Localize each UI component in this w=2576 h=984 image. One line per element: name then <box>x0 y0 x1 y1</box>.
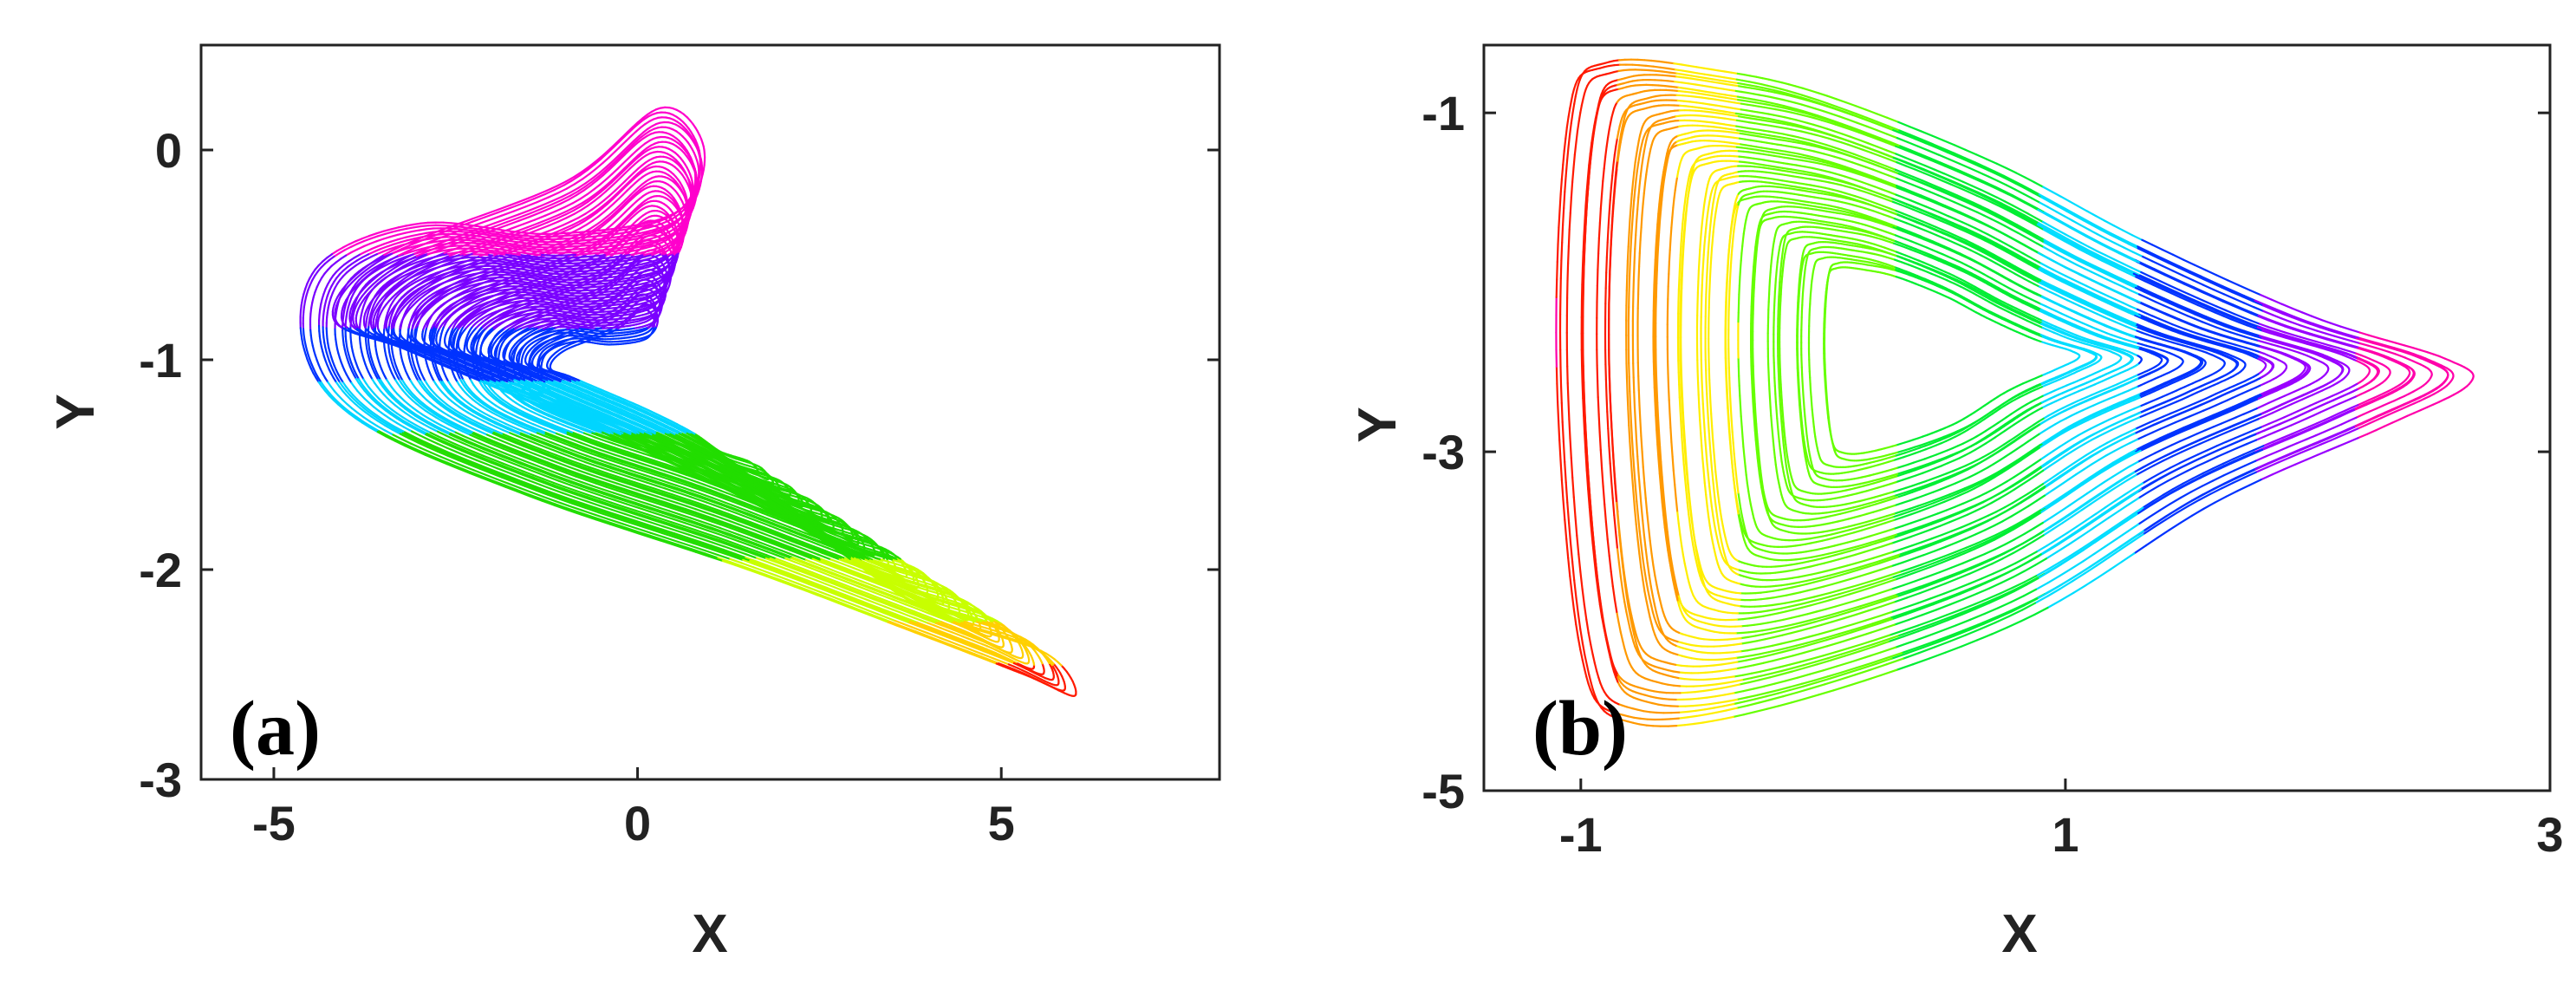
trajectory-segment <box>586 444 595 449</box>
plot-frame-a <box>199 43 1221 781</box>
trajectory-segment <box>599 448 608 453</box>
trajectory-segment <box>621 455 630 461</box>
trajectory-segment <box>642 303 646 306</box>
attractor-plot-a <box>299 106 1077 697</box>
trajectory-segment <box>628 458 638 463</box>
trajectory-segment <box>634 460 645 466</box>
trajectory-segment <box>635 450 645 455</box>
trajectory-segment <box>567 437 576 442</box>
trajectory-segment <box>649 465 660 470</box>
trajectory-segment <box>573 439 582 444</box>
trajectory-segment <box>611 442 620 446</box>
trajectory-segment <box>606 451 615 456</box>
trajectory-segment <box>643 283 647 287</box>
trajectory-segment <box>696 481 706 485</box>
trajectory-segment <box>664 470 673 475</box>
trajectory-segment <box>592 446 602 452</box>
trajectory-segment <box>549 430 558 435</box>
trajectory-segment <box>617 444 626 449</box>
trajectory-segment <box>657 467 667 472</box>
trajectory-segment <box>671 472 680 477</box>
trajectory-segment <box>623 446 632 451</box>
trajectory-segment <box>613 453 623 459</box>
trajectory-segment <box>642 463 653 468</box>
trajectory-segment <box>690 479 699 484</box>
trajectory-segment <box>605 440 614 445</box>
trajectory-segment <box>561 434 570 440</box>
trajectory-segment <box>555 432 564 437</box>
trajectory-segment <box>678 474 686 479</box>
trajectory-segment <box>629 448 639 453</box>
trajectory-segment <box>684 477 693 481</box>
chart-panel-a: -5 0 5-3-2-10 X Y (a) <box>46 43 1221 964</box>
trajectory-segment <box>579 441 589 446</box>
